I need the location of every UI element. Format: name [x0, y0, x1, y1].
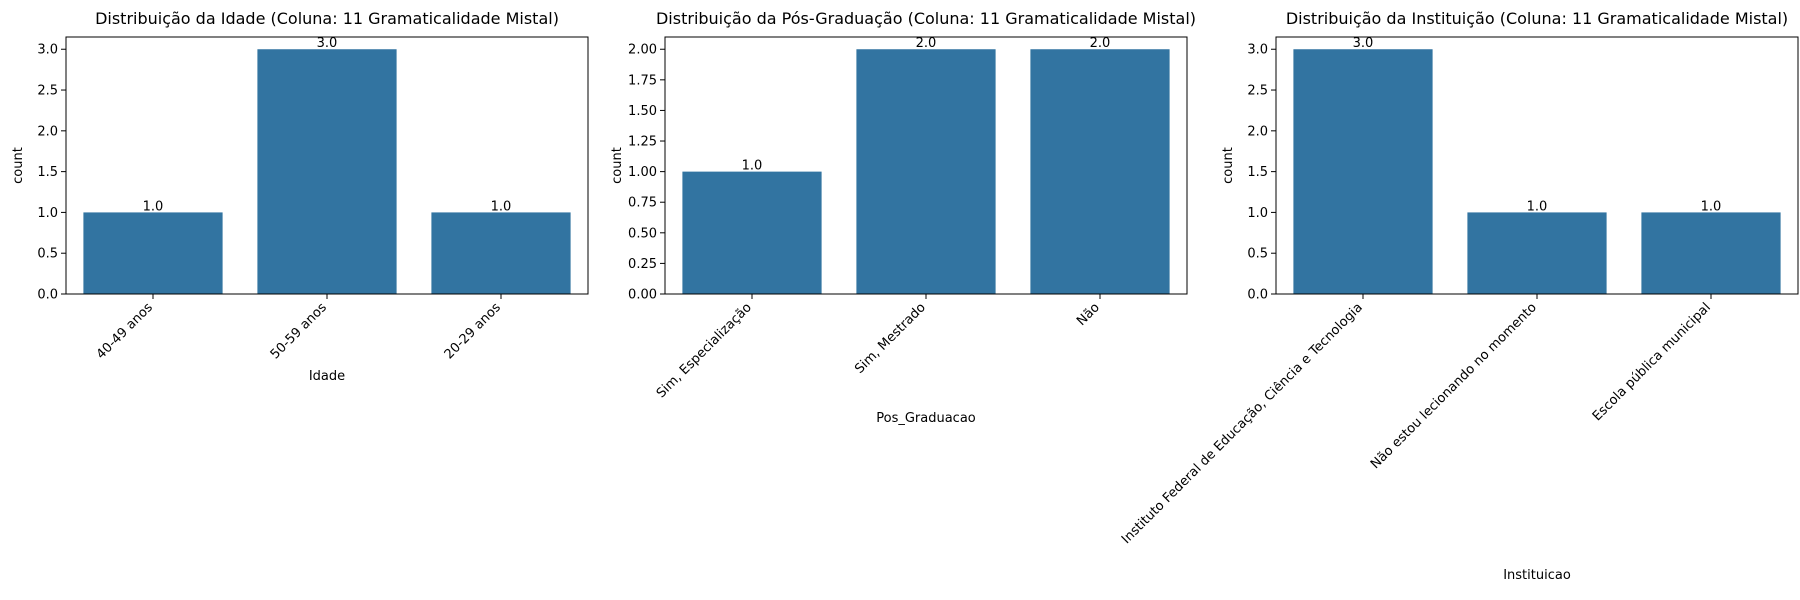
- y-tick-label: 2.5: [37, 84, 58, 99]
- y-tick-label: 1.50: [628, 104, 657, 119]
- y-axis-label: count: [11, 147, 26, 184]
- y-tick-label: 2.5: [1247, 84, 1268, 99]
- x-tick-label: Instituto Federal de Educação, Ciência e…: [1119, 300, 1366, 547]
- y-tick-label: 3.0: [37, 43, 58, 58]
- y-tick-label: 0.5: [37, 247, 58, 262]
- y-tick-label: 0.50: [628, 226, 657, 241]
- bar-value-label: 1.0: [1527, 199, 1548, 214]
- y-tick-label: 1.0: [1247, 206, 1268, 221]
- y-tick-label: 1.00: [628, 165, 657, 180]
- x-tick-label: Não: [1074, 300, 1103, 329]
- y-tick-label: 2.0: [1247, 124, 1268, 139]
- x-tick-label: Sim, Mestrado: [852, 300, 929, 377]
- bar-value-label: 1.0: [742, 159, 763, 174]
- y-tick-label: 0.0: [1247, 288, 1268, 303]
- bar-value-label: 3.0: [1353, 36, 1374, 51]
- chart-panel-2: 1.0 2.0 2.0 0.00 0.25 0.50 0.75 1.00 1.25 1.50 1.7…: [610, 9, 1196, 426]
- bar-value-label: 1.0: [491, 199, 512, 214]
- y-tick-label: 1.75: [628, 73, 657, 88]
- bar: [257, 49, 397, 294]
- y-tick-label: 0.25: [628, 257, 657, 272]
- chart-title: Distribuição da Idade (Coluna: 11 Gramat…: [95, 9, 559, 28]
- x-tick-label: Escola pública municipal: [1590, 300, 1714, 424]
- x-tick-label: Sim, Especialização: [654, 300, 755, 401]
- x-tick-label: 40-49 anos: [94, 300, 156, 362]
- y-tick-label: 0.00: [628, 288, 657, 303]
- chart-title: Distribuição da Instituição (Coluna: 11 …: [1286, 9, 1788, 28]
- x-axis-label: Idade: [309, 369, 345, 384]
- chart-title: Distribuição da Pós-Graduação (Coluna: 1…: [656, 9, 1196, 28]
- bar-value-label: 2.0: [1090, 36, 1111, 51]
- chart-panel-1: 1.0 3.0 1.0 0.0 0.5 1.0 1.5 2.0 2.5 3.0 40-49 anos…: [11, 9, 589, 384]
- y-tick-label: 1.5: [37, 165, 58, 180]
- x-axis-label: Instituicao: [1503, 568, 1571, 583]
- x-tick-label: 50-59 anos: [268, 300, 330, 362]
- bar: [83, 212, 223, 294]
- chart-panel-3: 3.0 1.0 1.0 0.0 0.5 1.0 1.5 2.0 2.5 3.0 Instituto …: [1119, 9, 1799, 583]
- bar: [1467, 212, 1607, 294]
- y-tick-label: 1.5: [1247, 165, 1268, 180]
- x-axis-label: Pos_Graduacao: [876, 411, 976, 426]
- y-tick-label: 1.25: [628, 135, 657, 150]
- bar: [1030, 49, 1170, 294]
- y-tick-label: 0.0: [37, 288, 58, 303]
- bar: [431, 212, 571, 294]
- y-tick-label: 1.0: [37, 206, 58, 221]
- bar-value-label: 1.0: [143, 199, 164, 214]
- y-tick-label: 2.00: [628, 43, 657, 58]
- bar-value-label: 3.0: [317, 36, 338, 51]
- y-tick-label: 0.5: [1247, 247, 1268, 262]
- y-axis-label: count: [610, 147, 625, 184]
- bar: [1293, 49, 1433, 294]
- y-tick-label: 3.0: [1247, 43, 1268, 58]
- bar-value-label: 2.0: [916, 36, 937, 51]
- bar-value-label: 1.0: [1701, 199, 1722, 214]
- y-tick-label: 0.75: [628, 196, 657, 211]
- y-axis-label: count: [1221, 147, 1236, 184]
- x-tick-label: 20-29 anos: [442, 300, 504, 362]
- bar: [682, 171, 822, 294]
- y-tick-label: 2.0: [37, 124, 58, 139]
- bar: [1641, 212, 1781, 294]
- x-tick-label: Não estou lecionando no momento: [1368, 300, 1540, 472]
- bar: [856, 49, 996, 294]
